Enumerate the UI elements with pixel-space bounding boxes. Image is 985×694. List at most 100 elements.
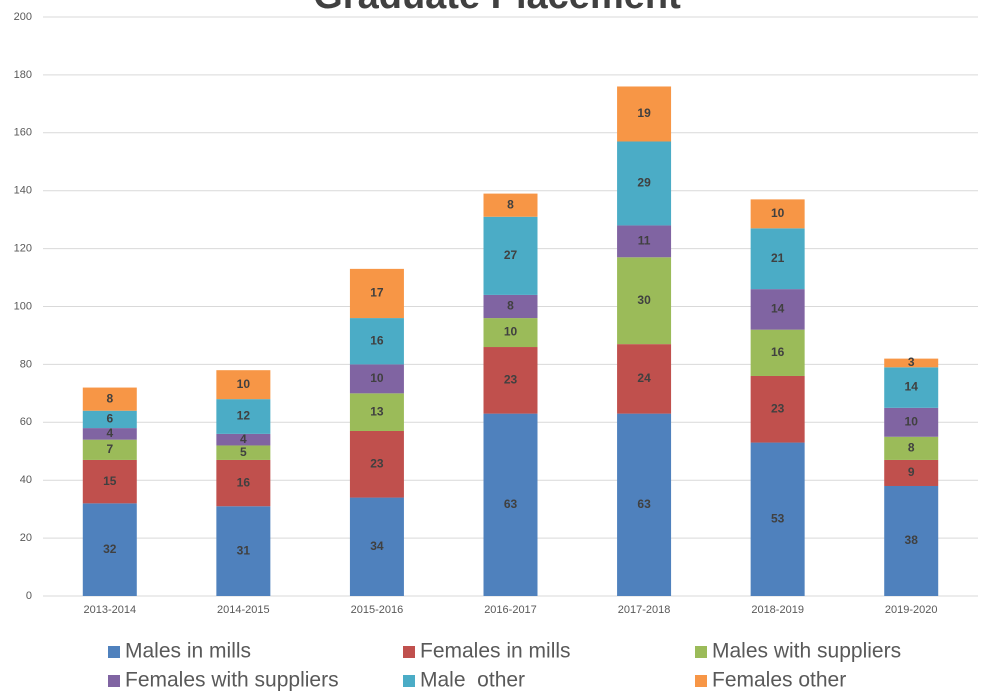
data-label: 10 — [370, 371, 384, 385]
bar-segment — [884, 485, 939, 596]
data-label: 17 — [370, 286, 384, 300]
bar-segment — [483, 318, 538, 348]
bar-segment — [750, 199, 805, 229]
data-label: 53 — [771, 511, 785, 525]
data-label: 10 — [771, 206, 785, 220]
bar-segment — [617, 141, 672, 226]
data-label: 31 — [237, 543, 251, 557]
x-tick-label: 2016-2017 — [484, 604, 537, 616]
data-label: 14 — [771, 302, 785, 316]
bar-segment — [884, 407, 939, 437]
data-label: 23 — [370, 456, 384, 470]
y-tick-label: 120 — [14, 243, 32, 255]
bar-segment — [216, 399, 271, 434]
bar-segment — [349, 430, 404, 498]
legend-swatch — [108, 675, 120, 687]
data-label: 10 — [237, 377, 251, 391]
x-tick-label: 2017-2018 — [618, 604, 671, 616]
bar-segment — [483, 193, 538, 217]
legend-swatch — [695, 646, 707, 658]
legend-label: Females other — [712, 669, 846, 692]
data-label: 7 — [106, 442, 113, 456]
bar-segment — [750, 289, 805, 330]
data-label: 8 — [908, 441, 915, 455]
data-label: 8 — [507, 197, 514, 211]
data-label: 13 — [370, 404, 384, 418]
legend-label: Males in mills — [125, 640, 251, 663]
legend-label: Females in mills — [420, 640, 571, 663]
y-tick-label: 60 — [20, 416, 32, 428]
bar-segment — [82, 503, 137, 596]
bar-segment — [750, 329, 805, 376]
data-label: 63 — [504, 497, 518, 511]
y-tick-label: 0 — [26, 590, 32, 602]
data-label: 30 — [637, 293, 651, 307]
data-label: 6 — [106, 412, 113, 426]
bar-segment — [750, 228, 805, 290]
bar-segment — [349, 268, 404, 319]
y-tick-label: 80 — [20, 358, 32, 370]
data-label: 21 — [771, 251, 785, 265]
bar-segment — [884, 367, 939, 408]
bar-segment — [216, 506, 271, 596]
bar-segment — [750, 442, 805, 596]
data-label: 34 — [370, 539, 384, 553]
x-tick-label: 2015-2016 — [351, 604, 404, 616]
data-label: 16 — [370, 333, 384, 347]
bar-segment — [82, 459, 137, 504]
bar-segment — [483, 413, 538, 596]
legend-label: Females with suppliers — [125, 669, 339, 692]
bar-segment — [483, 216, 538, 295]
y-tick-label: 20 — [20, 532, 32, 544]
data-label: 38 — [905, 533, 919, 547]
data-label: 12 — [237, 409, 251, 423]
legend-swatch — [403, 675, 415, 687]
x-tick-label: 2013-2014 — [83, 604, 136, 616]
data-label: 14 — [905, 380, 919, 394]
bar-segment — [216, 445, 271, 460]
data-label: 27 — [504, 248, 518, 262]
data-label: 16 — [771, 345, 785, 359]
bar-segment — [82, 439, 137, 460]
bar-segment — [750, 375, 805, 443]
bar-segment — [216, 433, 271, 446]
legend-swatch — [403, 646, 415, 658]
y-tick-label: 200 — [14, 11, 32, 23]
data-label: 23 — [504, 372, 518, 386]
data-label: 8 — [106, 391, 113, 405]
data-label: 3 — [908, 355, 915, 369]
legend-label: Males with suppliers — [712, 640, 901, 663]
bar-segment — [82, 410, 137, 429]
data-label: 10 — [905, 414, 919, 428]
y-tick-label: 140 — [14, 185, 32, 197]
data-label: 19 — [637, 106, 651, 120]
data-label: 15 — [103, 474, 117, 488]
y-tick-label: 180 — [14, 69, 32, 81]
data-label: 16 — [237, 475, 251, 489]
data-label: 4 — [106, 426, 113, 440]
bar-segment — [617, 86, 672, 142]
x-tick-label: 2014-2015 — [217, 604, 270, 616]
bar-segment — [483, 347, 538, 414]
bar-segment — [216, 370, 271, 400]
data-label: 23 — [771, 401, 785, 415]
bar-segment — [884, 436, 939, 460]
bar-segment — [216, 459, 271, 507]
bar-segment — [349, 318, 404, 365]
data-label: 29 — [637, 176, 651, 190]
data-label: 4 — [240, 432, 247, 446]
bar-segment — [82, 387, 137, 411]
data-label: 9 — [908, 465, 915, 479]
data-label: 24 — [637, 371, 651, 385]
x-tick-label: 2018-2019 — [751, 604, 804, 616]
bar-segment — [349, 393, 404, 431]
bar-segment — [617, 225, 672, 258]
bar-segment — [617, 344, 672, 414]
bar-segment — [617, 257, 672, 345]
y-tick-label: 40 — [20, 474, 32, 486]
bar-segment — [617, 413, 672, 596]
bar-segment — [349, 497, 404, 596]
data-label: 63 — [637, 497, 651, 511]
bar-segment — [884, 358, 939, 368]
